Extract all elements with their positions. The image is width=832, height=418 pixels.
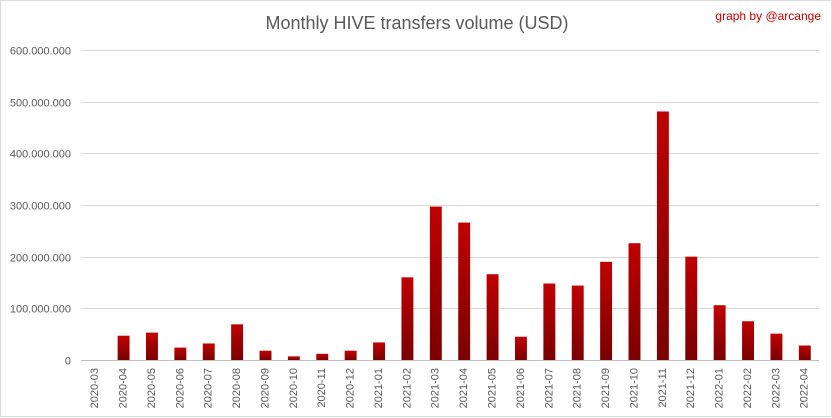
x-tick-label: 2020-06: [174, 368, 186, 408]
x-tick-label: 2022-03: [770, 368, 782, 408]
x-tick-label: 2021-07: [543, 368, 555, 408]
bar-2022-04: [798, 345, 811, 360]
bar-2020-12: [344, 350, 357, 360]
x-tick-label: 2021-09: [600, 368, 612, 408]
x-tick-label: 2021-10: [628, 368, 640, 408]
credit-label: graph by @arcange: [715, 9, 821, 23]
bar-2021-11: [656, 111, 669, 360]
x-tick-label: 2022-04: [799, 368, 811, 408]
y-tick-label: 500.000.000: [10, 98, 71, 110]
x-tick-label: 2021-06: [515, 368, 527, 408]
y-axis-ticks: 0 100.000.000 200.000.000 300.000.000 400.00…: [10, 46, 71, 368]
bar-2021-07: [543, 283, 556, 360]
x-tick-label: 2020-07: [203, 368, 215, 408]
x-tick-label: 2022-02: [742, 368, 754, 408]
x-tick-label: 2020-12: [345, 368, 357, 408]
bar-2020-07: [202, 343, 215, 360]
x-tick-label: 2021-11: [657, 368, 669, 408]
bar-2020-11: [316, 353, 329, 360]
x-tick-label: 2021-08: [572, 368, 584, 408]
bar-2020-09: [259, 350, 272, 360]
bar-2020-10: [287, 356, 300, 360]
y-tick-label: 600.000.000: [10, 46, 71, 58]
x-tick-label: 2020-04: [117, 368, 129, 408]
y-tick-label: 200.000.000: [10, 253, 71, 265]
x-tick-label: 2020-03: [89, 368, 101, 408]
x-tick-label: 2021-03: [430, 368, 442, 408]
gridlines: [81, 50, 819, 361]
chart-title: Monthly HIVE transfers volume (USD): [265, 13, 569, 33]
bar-2021-03: [429, 206, 442, 360]
bar-2021-04: [458, 222, 471, 360]
x-tick-label: 2021-02: [401, 368, 413, 408]
bars: [117, 111, 811, 360]
bar-2021-08: [571, 285, 584, 360]
bar-2021-06: [515, 336, 527, 360]
x-tick-label: 2021-05: [486, 368, 498, 408]
y-tick-label: 100.000.000: [10, 304, 71, 316]
x-tick-label: 2020-11: [316, 368, 328, 408]
y-tick-label: 400.000.000: [10, 149, 71, 161]
bar-2021-10: [628, 243, 641, 360]
x-axis-ticks: 2020-03 2020-04 2020-05 2020-06 2020-07 2020-…: [89, 368, 811, 408]
bar-2022-01: [713, 305, 726, 360]
x-tick-label: 2020-09: [259, 368, 271, 408]
bar-2020-06: [174, 347, 187, 360]
bar-2021-01: [373, 342, 385, 360]
x-tick-label: 2020-05: [146, 368, 158, 408]
x-tick-label: 2020-10: [288, 368, 300, 408]
bar-2021-09: [600, 261, 613, 360]
bar-2021-12: [685, 256, 698, 360]
bar-2022-03: [770, 333, 783, 360]
x-tick-label: 2021-04: [458, 368, 470, 408]
y-tick-label: 300.000.000: [10, 201, 71, 213]
bar-2020-04: [117, 335, 130, 360]
bar-2021-05: [486, 274, 499, 360]
x-tick-label: 2020-08: [231, 368, 243, 408]
bar-2020-08: [231, 324, 244, 360]
bar-2021-02: [401, 277, 414, 360]
y-tick-label: 0: [65, 356, 71, 368]
x-tick-label: 2022-01: [714, 368, 726, 408]
x-tick-label: 2021-12: [685, 368, 697, 408]
x-tick-label: 2021-01: [373, 368, 385, 408]
bar-2020-05: [146, 332, 158, 360]
bar-2022-02: [742, 321, 754, 360]
